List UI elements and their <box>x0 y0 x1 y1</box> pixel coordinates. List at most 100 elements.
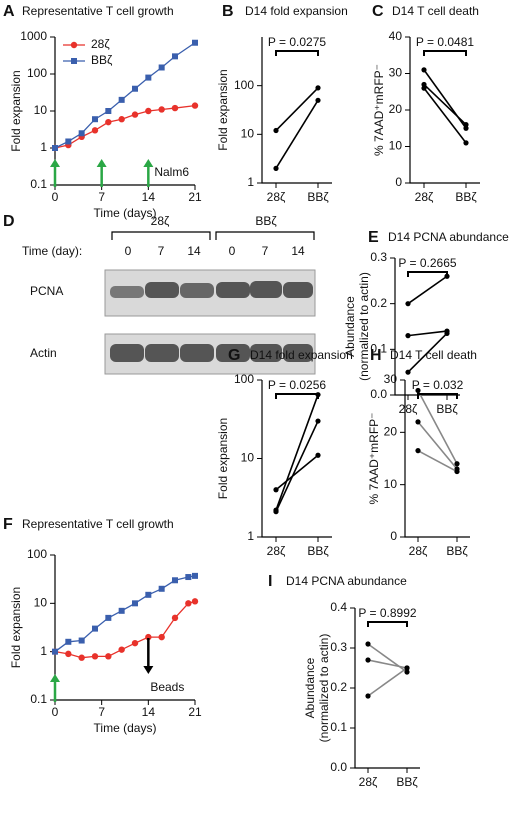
x-tick-label: 14 <box>142 705 156 719</box>
time-tick: 0 <box>229 244 236 258</box>
significance-bracket <box>367 621 408 627</box>
pair-line <box>367 667 408 697</box>
x-axis-label: Time (days) <box>94 206 157 220</box>
panel-letter: D <box>3 213 15 230</box>
point <box>405 369 411 375</box>
y-tick-label: 1 <box>247 529 254 543</box>
y-tick-label: 0.3 <box>330 640 347 654</box>
point <box>315 85 321 91</box>
point <box>273 487 279 493</box>
point <box>185 574 192 581</box>
chart-title: D14 T cell death <box>390 348 477 362</box>
point <box>191 102 199 109</box>
annotation: Nalm6 <box>154 165 189 179</box>
pair-line <box>275 420 319 513</box>
panel-letter: B <box>222 3 234 20</box>
significance-bracket <box>407 271 448 277</box>
time-tick: 7 <box>262 244 269 258</box>
x-tick-label: 14 <box>142 190 156 204</box>
time-tick: 14 <box>187 244 201 258</box>
point <box>78 637 85 644</box>
point <box>365 657 371 663</box>
y-axis-label: Abundance <box>343 296 357 357</box>
y-axis-label: (normalized to actin) <box>317 634 331 743</box>
point <box>273 509 279 515</box>
y-tick-label: 20 <box>384 425 398 439</box>
point <box>171 614 179 622</box>
y-tick-label: 0.0 <box>330 760 347 774</box>
point <box>91 127 99 134</box>
y-tick-label: 30 <box>384 372 398 386</box>
y-tick-label: 0.1 <box>30 692 47 706</box>
y-tick-label: 10 <box>384 477 398 491</box>
point <box>444 330 450 336</box>
pair-line <box>275 87 319 132</box>
point <box>315 452 321 458</box>
point <box>105 118 112 126</box>
series-line <box>54 600 196 659</box>
point <box>191 598 199 605</box>
point <box>405 333 411 339</box>
panel-letter: G <box>228 347 240 364</box>
chart-title: D14 T cell death <box>392 4 479 18</box>
point <box>171 104 179 112</box>
point <box>78 130 85 137</box>
arrow-head <box>50 674 60 682</box>
pair-line <box>417 449 458 473</box>
axis-line <box>54 555 195 701</box>
p-value: P = 0.0256 <box>268 378 326 392</box>
y-axis-label: % 7AAD⁺mRFP⁻ <box>372 64 386 156</box>
pair-line <box>407 332 448 373</box>
pair-line <box>423 87 467 144</box>
point <box>415 448 421 454</box>
y-tick-label: 1000 <box>20 29 47 43</box>
panel-letter: F <box>3 516 13 533</box>
point <box>132 85 138 92</box>
y-axis-label: Fold expansion <box>216 69 230 150</box>
y-tick-label: 10 <box>241 451 255 465</box>
point <box>404 665 410 671</box>
y-tick-label: 10 <box>34 103 48 117</box>
series-line <box>54 575 196 653</box>
significance-bracket <box>275 50 319 56</box>
x-tick-label: BBζ <box>436 402 458 416</box>
x-tick-label: BBζ <box>446 544 468 558</box>
panel-letter: H <box>370 347 382 364</box>
point <box>105 614 112 621</box>
y-tick-label: 10 <box>241 127 255 141</box>
annotation: Beads <box>150 680 184 694</box>
y-axis-label: Fold expansion <box>9 587 23 668</box>
chart-title: D14 fold expansion <box>245 4 348 18</box>
y-tick-label: 0.1 <box>370 342 387 356</box>
point <box>273 165 279 171</box>
significance-bracket <box>275 393 319 399</box>
y-tick-label: 0 <box>390 529 397 543</box>
arrow-head <box>96 159 107 167</box>
time-tick: 14 <box>291 244 305 258</box>
y-axis-label: Fold expansion <box>9 70 23 151</box>
bands <box>110 281 313 362</box>
point <box>415 419 421 425</box>
axis-line <box>261 380 332 538</box>
point <box>421 81 427 88</box>
x-tick-label: 28ζ <box>409 544 428 558</box>
y-axis-label: (normalized to actin) <box>357 272 371 381</box>
pair-line <box>417 390 458 465</box>
point <box>421 67 427 73</box>
x-tick-label: 0 <box>52 705 59 719</box>
x-tick-label: BBζ <box>307 544 329 558</box>
point <box>158 633 165 641</box>
significance-bracket <box>423 50 467 56</box>
point <box>118 116 125 123</box>
chart-title: D14 PCNA abundance <box>286 574 407 588</box>
y-tick-label: 30 <box>389 66 403 80</box>
point <box>131 639 139 647</box>
p-value: P = 0.2665 <box>398 256 456 270</box>
panel-letter: C <box>372 3 384 20</box>
x-axis-label: Time (days) <box>94 721 157 735</box>
x-tick-label: 28ζ <box>267 190 286 204</box>
time-label: Time (day): <box>22 244 82 258</box>
point <box>132 600 138 607</box>
point <box>118 96 125 103</box>
y-tick-label: 0 <box>395 175 402 189</box>
